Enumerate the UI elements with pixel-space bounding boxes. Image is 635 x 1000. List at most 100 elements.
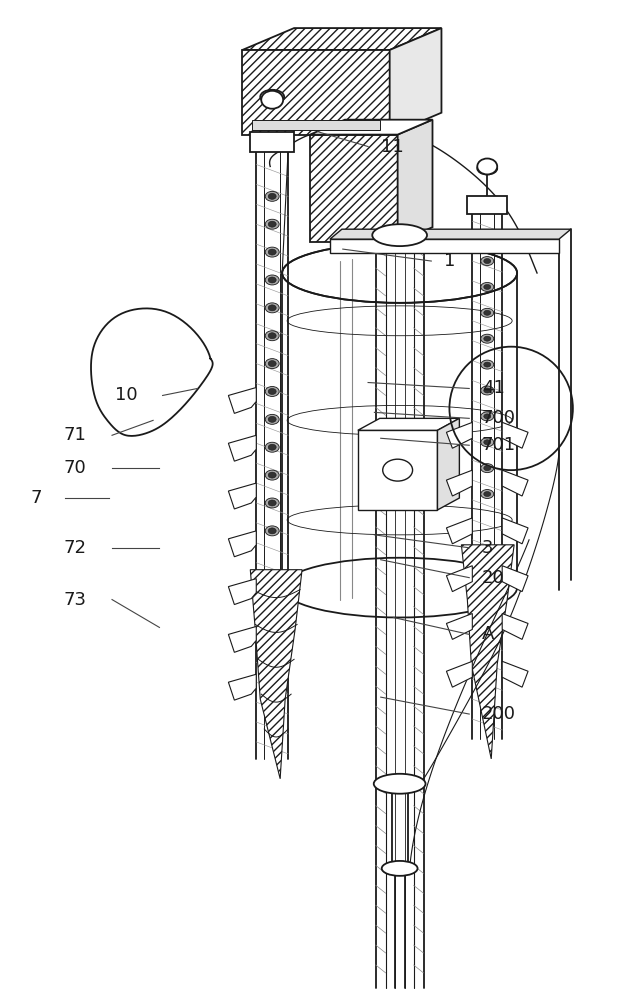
Ellipse shape (484, 310, 491, 315)
Ellipse shape (265, 191, 279, 201)
Polygon shape (502, 518, 528, 544)
Ellipse shape (268, 444, 276, 450)
Text: 3: 3 (482, 539, 493, 557)
Ellipse shape (265, 470, 279, 480)
Ellipse shape (265, 386, 279, 396)
Ellipse shape (265, 331, 279, 341)
Ellipse shape (484, 466, 491, 471)
Polygon shape (243, 28, 441, 50)
Text: 20: 20 (482, 569, 505, 587)
Polygon shape (330, 239, 559, 253)
Text: 200: 200 (482, 705, 516, 723)
Ellipse shape (481, 386, 494, 395)
Text: 73: 73 (64, 591, 87, 609)
Text: 7: 7 (31, 489, 43, 507)
Text: A: A (482, 625, 494, 643)
Polygon shape (229, 387, 257, 413)
Ellipse shape (268, 249, 276, 255)
Polygon shape (358, 418, 459, 430)
Polygon shape (229, 674, 257, 700)
Polygon shape (446, 470, 472, 496)
Ellipse shape (484, 362, 491, 367)
Ellipse shape (268, 221, 276, 227)
Ellipse shape (265, 442, 279, 452)
Polygon shape (252, 120, 380, 130)
Polygon shape (446, 661, 472, 687)
Ellipse shape (268, 333, 276, 339)
Ellipse shape (481, 334, 494, 343)
Ellipse shape (481, 360, 494, 369)
Polygon shape (467, 196, 507, 214)
Ellipse shape (481, 257, 494, 266)
Polygon shape (229, 435, 257, 461)
Ellipse shape (265, 247, 279, 257)
Ellipse shape (481, 282, 494, 291)
Ellipse shape (478, 159, 497, 174)
Ellipse shape (383, 459, 413, 481)
Polygon shape (502, 661, 528, 687)
Polygon shape (243, 50, 390, 135)
Text: 701: 701 (482, 436, 516, 454)
Ellipse shape (481, 490, 494, 499)
Polygon shape (229, 531, 257, 557)
Polygon shape (398, 120, 432, 242)
Ellipse shape (481, 308, 494, 317)
Polygon shape (310, 135, 398, 242)
Ellipse shape (484, 414, 491, 419)
Ellipse shape (481, 412, 494, 421)
Polygon shape (229, 483, 257, 509)
Polygon shape (250, 570, 302, 779)
Ellipse shape (265, 275, 279, 285)
Ellipse shape (265, 219, 279, 229)
Ellipse shape (268, 193, 276, 199)
Polygon shape (446, 422, 472, 448)
Ellipse shape (484, 284, 491, 289)
Ellipse shape (268, 388, 276, 394)
Text: 70: 70 (64, 459, 87, 477)
Text: 71: 71 (64, 426, 87, 444)
Ellipse shape (484, 388, 491, 393)
Ellipse shape (374, 774, 425, 794)
Ellipse shape (268, 500, 276, 506)
Ellipse shape (268, 305, 276, 311)
Ellipse shape (481, 464, 494, 473)
Ellipse shape (484, 492, 491, 497)
Polygon shape (502, 422, 528, 448)
Polygon shape (446, 614, 472, 639)
Text: 41: 41 (482, 379, 505, 397)
Ellipse shape (260, 90, 284, 104)
Ellipse shape (484, 440, 491, 445)
Ellipse shape (265, 526, 279, 536)
Ellipse shape (382, 861, 418, 876)
Ellipse shape (372, 224, 427, 246)
Polygon shape (446, 566, 472, 592)
Ellipse shape (481, 438, 494, 447)
Ellipse shape (265, 303, 279, 313)
Polygon shape (358, 430, 438, 510)
Text: 10: 10 (115, 386, 137, 404)
Ellipse shape (265, 359, 279, 369)
Ellipse shape (484, 259, 491, 264)
Text: 1: 1 (444, 252, 455, 270)
Ellipse shape (484, 336, 491, 341)
Polygon shape (390, 28, 441, 135)
Polygon shape (438, 418, 459, 510)
Polygon shape (250, 132, 294, 152)
Ellipse shape (268, 416, 276, 422)
Polygon shape (502, 614, 528, 639)
Text: 72: 72 (64, 539, 87, 557)
Ellipse shape (268, 472, 276, 478)
Ellipse shape (265, 414, 279, 424)
Polygon shape (502, 566, 528, 592)
Polygon shape (310, 120, 432, 135)
Ellipse shape (268, 361, 276, 367)
Ellipse shape (261, 91, 283, 109)
Polygon shape (330, 229, 571, 239)
Polygon shape (502, 470, 528, 496)
Polygon shape (462, 545, 514, 759)
Polygon shape (229, 579, 257, 605)
Text: 700: 700 (482, 409, 516, 427)
Polygon shape (446, 518, 472, 544)
Ellipse shape (478, 162, 497, 174)
Polygon shape (229, 626, 257, 652)
